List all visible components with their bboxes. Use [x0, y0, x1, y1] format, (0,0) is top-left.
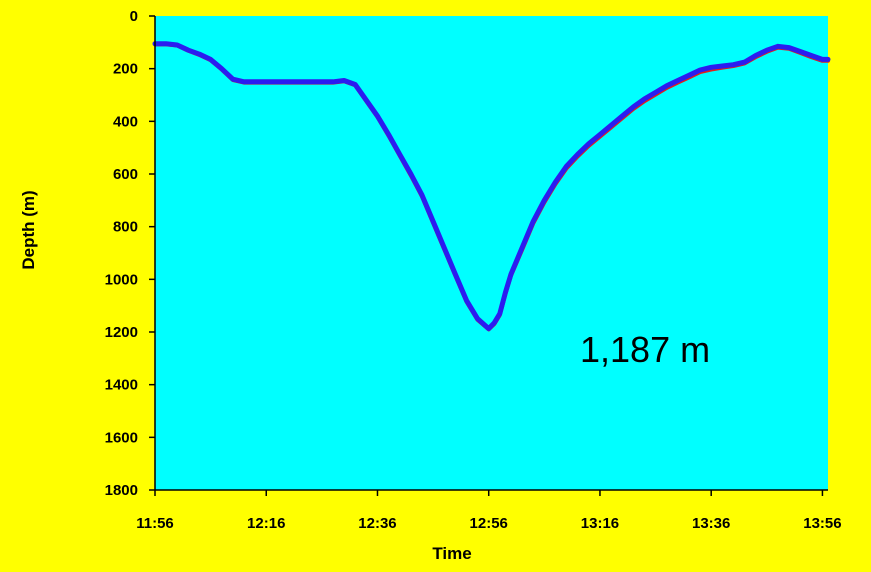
x-tick-label: 13:16	[581, 515, 619, 532]
y-tick-label: 800	[113, 219, 138, 236]
x-tick-label: 13:36	[692, 515, 730, 532]
max-depth-annotation: 1,187 m	[580, 329, 710, 370]
plot-area	[155, 16, 828, 490]
y-tick-label: 400	[113, 113, 138, 130]
x-tick-label: 12:36	[358, 515, 396, 532]
x-tick-group: 11:56 12:16 12:36 12:56 13:16 13:36 13:56	[136, 490, 842, 532]
y-tick-label: 200	[113, 61, 138, 78]
y-tick-label: 1200	[105, 324, 138, 341]
x-tick-label: 12:16	[247, 515, 285, 532]
y-tick-label: 0	[130, 8, 138, 25]
x-tick-label: 12:56	[470, 515, 508, 532]
x-axis-title: Time	[432, 544, 471, 563]
x-tick-label: 13:56	[803, 515, 841, 532]
series-layer	[152, 41, 831, 332]
x-tick-label: 11:56	[136, 515, 174, 532]
y-tick-label: 1800	[105, 482, 138, 499]
axes-layer	[154, 16, 828, 491]
y-tick-group: 0 200 400 600 800 1000 1200 1400 1600 1800	[105, 8, 155, 499]
primary-depth-line	[152, 41, 831, 332]
y-tick-label: 1600	[105, 429, 138, 446]
y-tick-label: 1400	[105, 377, 138, 394]
y-tick-label: 600	[113, 166, 138, 183]
y-axis-title: Depth (m)	[19, 190, 38, 269]
y-tick-label: 1000	[105, 271, 138, 288]
